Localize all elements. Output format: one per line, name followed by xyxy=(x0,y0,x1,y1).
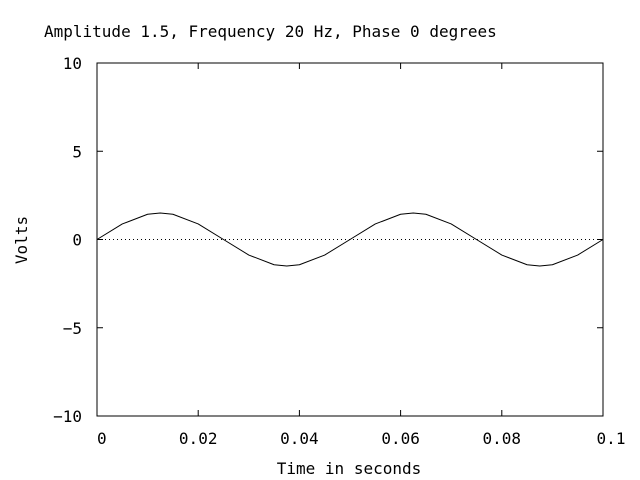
x-tick-label: 0 xyxy=(97,429,107,448)
chart-title: Amplitude 1.5, Frequency 20 Hz, Phase 0 … xyxy=(44,22,497,41)
y-axis-label: Volts xyxy=(12,216,31,264)
axis-tick-labels: 0 0.02 0.04 0.06 0.08 0.1 −10 −5 0 5 10 xyxy=(53,54,625,448)
series-group xyxy=(96,212,604,267)
y-tick-label: 10 xyxy=(63,54,82,73)
y-tick-label: 5 xyxy=(72,142,82,161)
y-tick-label: −5 xyxy=(63,319,82,338)
x-axis-label: Time in seconds xyxy=(277,459,422,478)
axis-ticks xyxy=(96,62,604,417)
y-tick-label: −10 xyxy=(53,407,82,426)
x-tick-label: 0.06 xyxy=(381,429,420,448)
x-tick-label: 0.08 xyxy=(483,429,522,448)
series-line xyxy=(96,212,604,267)
y-tick-label: 0 xyxy=(72,231,82,250)
x-tick-label: 0.1 xyxy=(597,429,626,448)
x-tick-label: 0.02 xyxy=(179,429,218,448)
x-tick-label: 0.04 xyxy=(280,429,319,448)
